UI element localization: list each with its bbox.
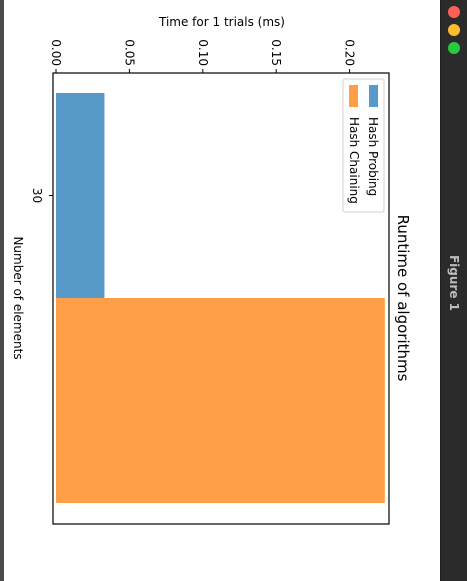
y-ticks-layer: 0.00 0.05 0.10 0.15 0.20	[49, 39, 357, 73]
x-tick-label: 30	[30, 188, 44, 203]
y-tick-label: 0.15	[269, 39, 283, 66]
y-tick-label: 0.05	[122, 39, 136, 66]
legend-label-hash-chaining: Hash Chaining	[347, 117, 361, 204]
bars-layer	[56, 93, 385, 503]
legend-label-hash-probing: Hash Probing	[366, 117, 380, 196]
y-tick-label: 0.00	[49, 39, 63, 66]
legend-box	[342, 78, 385, 213]
window-title: Figure 1	[447, 254, 461, 312]
x-ticks-layer: 30	[30, 188, 53, 203]
legend-swatch-hash-probing	[369, 85, 378, 107]
y-tick-label: 0.10	[196, 39, 210, 66]
legend: Hash Probing Hash Chaining	[342, 78, 385, 213]
left-window-edge	[0, 0, 4, 581]
window-titlebar: Figure 1	[440, 0, 467, 581]
bar-hash-chaining	[56, 298, 385, 503]
y-tick-label: 0.20	[343, 39, 357, 66]
close-button[interactable]	[448, 6, 460, 18]
chart-title: Runtime of algorithms	[394, 215, 412, 382]
legend-swatch-hash-chaining	[349, 85, 358, 107]
x-axis-label: Number of elements	[11, 236, 25, 359]
chart-svg: 0.00 0.05 0.10 0.15 0.20 30 Runtime of algor…	[11, 15, 412, 525]
maximize-button[interactable]	[448, 42, 460, 54]
y-axis-label: Time for 1 trials (ms)	[158, 15, 285, 29]
figure-canvas: 0.00 0.05 0.10 0.15 0.20 30 Runtime of algor…	[4, 0, 440, 581]
bar-hash-probing	[56, 93, 105, 298]
plot-frame	[52, 72, 390, 525]
minimize-button[interactable]	[448, 24, 460, 36]
